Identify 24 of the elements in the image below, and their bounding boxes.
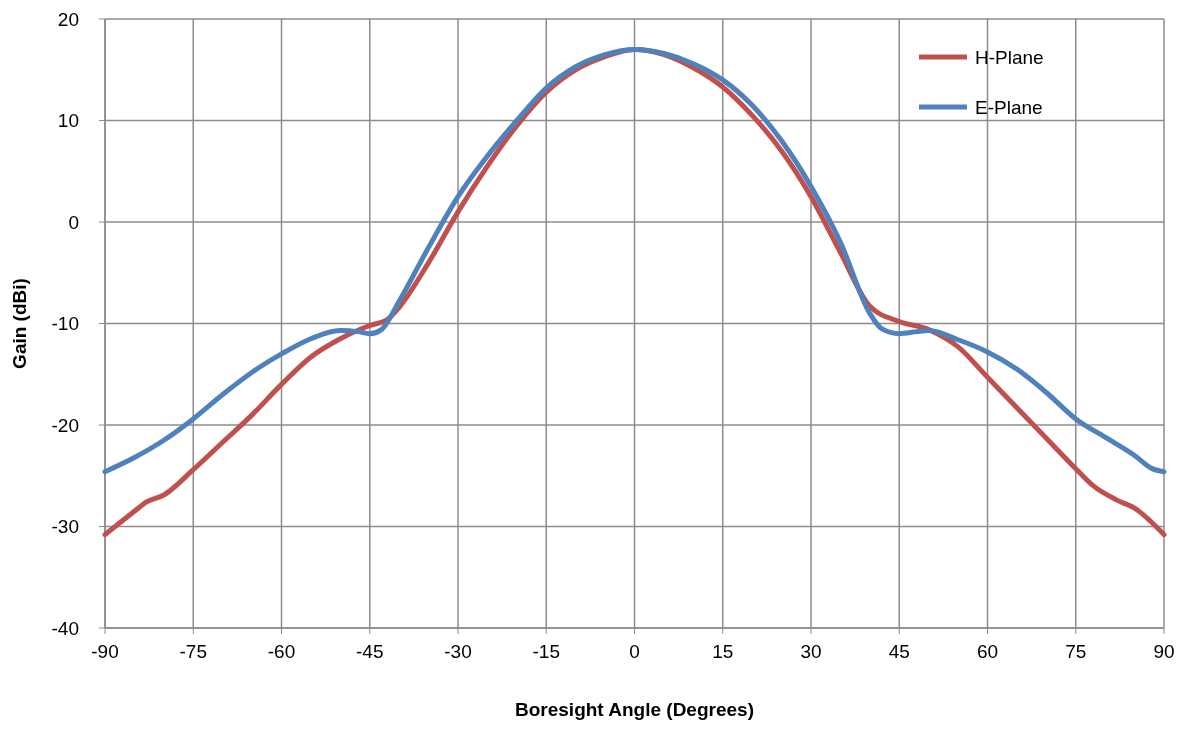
x-tick-label: -45 [356,641,384,662]
x-tick-label: -75 [179,641,207,662]
y-tick-label: 20 [57,8,79,30]
x-tick-label: 60 [976,641,999,662]
y-tick-label: -40 [51,617,79,639]
x-tick-label: -30 [444,641,472,662]
x-tick-label: 15 [712,641,734,662]
x-tick-label: 45 [888,641,910,662]
y-tick-label: 0 [68,211,79,233]
y-axis-title: Gain (dBi) [9,278,30,369]
y-tick-label: 10 [57,110,79,132]
x-tick-label: 75 [1065,641,1087,662]
y-tick-label: -10 [51,313,79,335]
legend-label: H-Plane [975,46,1044,68]
legend-label: E-Plane [975,96,1043,118]
x-tick-label: 90 [1153,641,1175,662]
x-axis-title: Boresight Angle (Degrees) [515,699,754,720]
x-tick-label: 30 [800,641,822,662]
x-tick-label: -60 [267,641,296,662]
x-tick-label: 0 [629,641,640,662]
y-tick-label: -30 [51,516,79,538]
x-tick-label: -90 [91,641,119,662]
x-tick-label: -15 [532,641,560,662]
y-tick-label: -20 [51,414,79,436]
